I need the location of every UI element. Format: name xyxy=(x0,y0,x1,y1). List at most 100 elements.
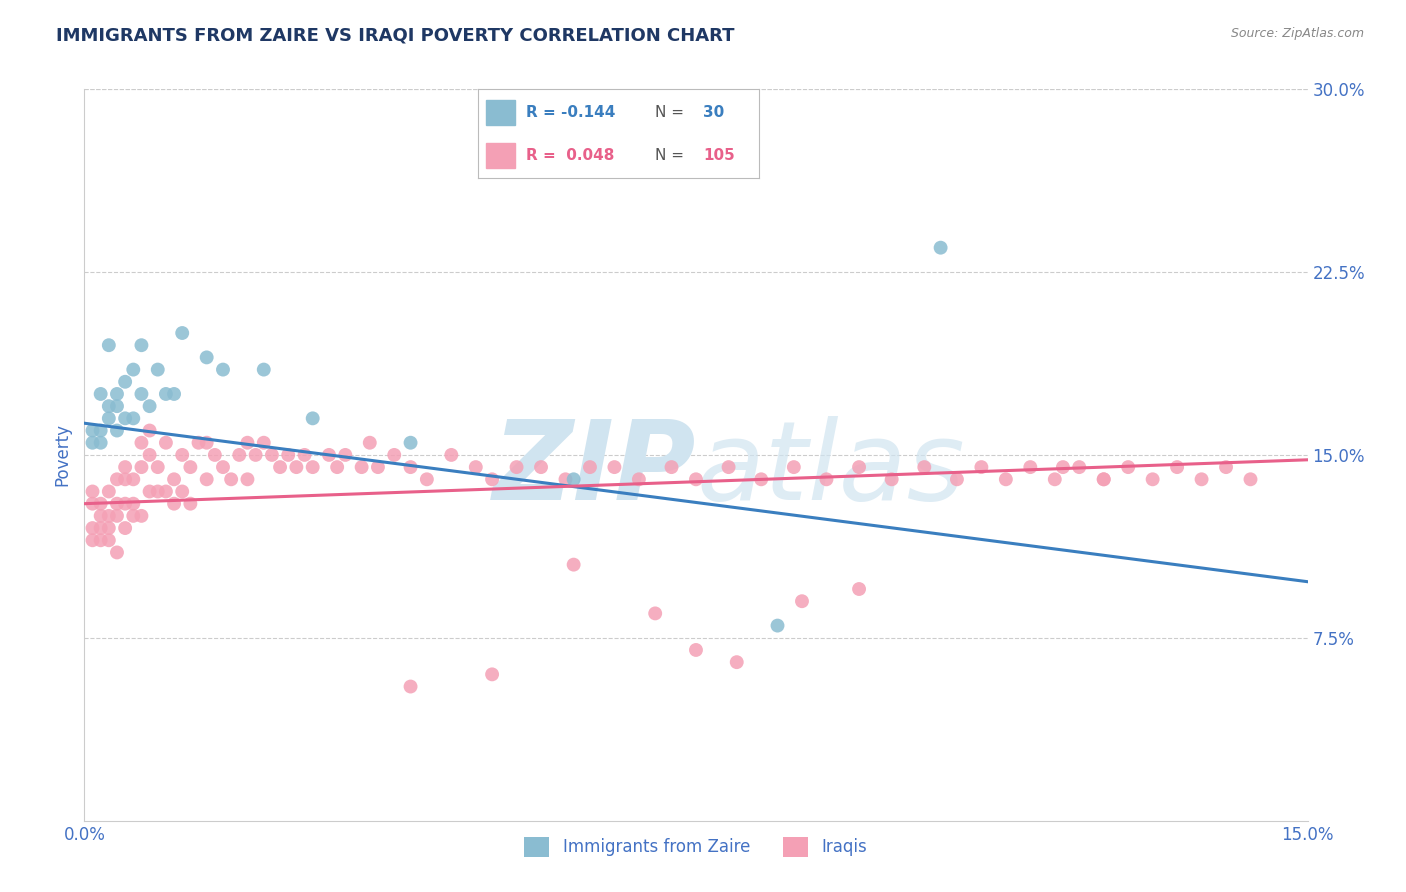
Point xyxy=(212,460,235,475)
Point xyxy=(105,472,128,486)
Point xyxy=(97,484,120,499)
Point xyxy=(1116,460,1139,475)
Point xyxy=(122,362,145,376)
Point xyxy=(416,472,439,486)
Text: R =  0.048: R = 0.048 xyxy=(526,148,614,162)
Point xyxy=(90,497,112,511)
Point xyxy=(97,399,120,413)
Y-axis label: Poverty: Poverty xyxy=(53,424,72,486)
Point xyxy=(1092,472,1115,486)
Point xyxy=(114,460,136,475)
Text: R = -0.144: R = -0.144 xyxy=(526,105,616,120)
Point xyxy=(114,375,136,389)
Point xyxy=(399,435,422,450)
Point xyxy=(172,484,194,499)
Point xyxy=(269,460,291,475)
Point xyxy=(253,362,276,376)
Point xyxy=(505,460,527,475)
Point xyxy=(146,362,169,376)
Point xyxy=(138,484,160,499)
Point xyxy=(848,460,870,475)
Point xyxy=(90,424,112,438)
Bar xyxy=(486,100,515,125)
Text: ZIP: ZIP xyxy=(492,416,696,523)
Point xyxy=(236,435,259,450)
Point xyxy=(131,338,153,352)
Point xyxy=(219,472,242,486)
Point xyxy=(1215,460,1237,475)
Point xyxy=(783,460,806,475)
Point xyxy=(970,460,993,475)
Point xyxy=(1019,460,1042,475)
Point xyxy=(661,460,683,475)
Point xyxy=(562,472,585,486)
Text: N =: N = xyxy=(655,148,685,162)
Point xyxy=(399,680,422,694)
Point xyxy=(138,448,160,462)
Point xyxy=(603,460,626,475)
Point xyxy=(285,460,308,475)
Text: IMMIGRANTS FROM ZAIRE VS IRAQI POVERTY CORRELATION CHART: IMMIGRANTS FROM ZAIRE VS IRAQI POVERTY C… xyxy=(56,27,735,45)
Point xyxy=(790,594,813,608)
Legend: Immigrants from Zaire, Iraqis: Immigrants from Zaire, Iraqis xyxy=(517,830,875,863)
Point xyxy=(97,533,120,548)
Point xyxy=(146,484,169,499)
Text: Source: ZipAtlas.com: Source: ZipAtlas.com xyxy=(1230,27,1364,40)
Point xyxy=(204,448,226,462)
Point xyxy=(912,460,935,475)
Point xyxy=(114,472,136,486)
Point xyxy=(481,472,503,486)
Point xyxy=(105,497,128,511)
Point xyxy=(90,508,112,523)
Point xyxy=(717,460,740,475)
Point xyxy=(122,497,145,511)
Point xyxy=(228,448,250,462)
Point xyxy=(172,326,194,340)
Point xyxy=(105,387,128,401)
Point xyxy=(301,411,323,425)
Point xyxy=(1052,460,1074,475)
Point xyxy=(172,448,194,462)
Point xyxy=(260,448,283,462)
Point xyxy=(929,241,952,255)
Point xyxy=(579,460,602,475)
Point xyxy=(1166,460,1188,475)
Point xyxy=(562,558,585,572)
Point xyxy=(82,424,104,438)
Point xyxy=(359,435,381,450)
Point xyxy=(326,460,349,475)
Point xyxy=(382,448,405,462)
Point xyxy=(554,472,576,486)
Text: atlas: atlas xyxy=(696,416,965,523)
Point xyxy=(155,387,177,401)
Text: 105: 105 xyxy=(703,148,735,162)
Point xyxy=(481,667,503,681)
Point xyxy=(122,472,145,486)
Point xyxy=(399,460,422,475)
Point xyxy=(245,448,267,462)
Point xyxy=(301,460,323,475)
Point xyxy=(253,435,276,450)
Point xyxy=(195,472,218,486)
Point xyxy=(82,435,104,450)
Point xyxy=(880,472,903,486)
Point xyxy=(105,399,128,413)
Point xyxy=(131,435,153,450)
Point xyxy=(131,460,153,475)
Point xyxy=(82,521,104,535)
Point xyxy=(131,387,153,401)
Point xyxy=(122,411,145,425)
Point xyxy=(90,533,112,548)
Point xyxy=(440,448,463,462)
Point xyxy=(318,448,340,462)
Point xyxy=(97,338,120,352)
Point xyxy=(131,508,153,523)
Point xyxy=(97,411,120,425)
Point xyxy=(163,497,186,511)
Point xyxy=(155,484,177,499)
Point xyxy=(163,387,186,401)
Point xyxy=(644,607,666,621)
Point xyxy=(1142,472,1164,486)
Point xyxy=(236,472,259,486)
Point xyxy=(138,424,160,438)
